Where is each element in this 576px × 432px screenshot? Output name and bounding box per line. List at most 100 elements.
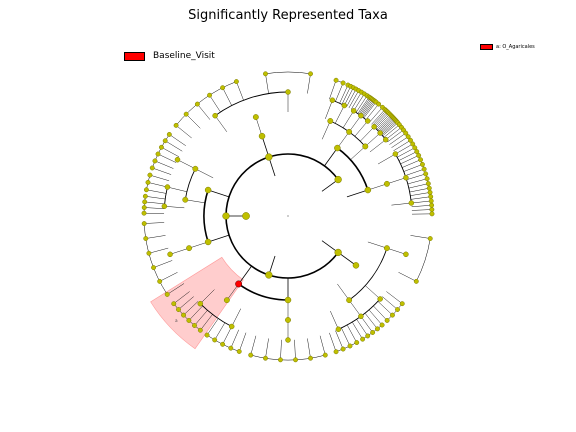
taxon-node	[377, 296, 383, 302]
taxon-node	[414, 149, 420, 155]
branch-spoke	[410, 196, 431, 200]
branch-spoke	[386, 247, 407, 255]
taxon-node	[364, 118, 371, 124]
branch-spoke	[346, 189, 369, 198]
branch-spoke	[307, 73, 311, 94]
taxon-node	[147, 172, 153, 178]
branch-spoke	[360, 99, 373, 116]
taxon-node	[429, 211, 435, 217]
taxon-node	[410, 141, 416, 147]
branch-spoke	[365, 132, 381, 147]
taxon-node	[403, 251, 409, 258]
taxon-node	[146, 250, 152, 256]
branch-spoke	[379, 119, 396, 134]
branch-spoke	[231, 308, 241, 327]
taxon-node	[364, 186, 372, 194]
taxon-node	[335, 326, 342, 333]
branch-spoke	[177, 159, 196, 169]
branch-spoke	[341, 86, 351, 105]
branch-spoke	[222, 326, 232, 345]
branch-spoke	[200, 289, 215, 304]
taxon-node	[346, 297, 353, 304]
taxon-node	[204, 238, 212, 246]
taxon-node	[308, 355, 313, 361]
branch-spoke	[360, 316, 373, 333]
taxon-node	[143, 187, 149, 193]
branch-spoke	[403, 164, 423, 172]
branch-spoke	[382, 296, 398, 310]
taxon-node	[426, 185, 432, 191]
taxon-node	[371, 124, 377, 130]
branch-spoke	[265, 338, 269, 359]
taxon-node	[403, 174, 409, 181]
branch-spoke	[383, 124, 400, 138]
taxon-node	[212, 112, 218, 119]
branch-spoke	[398, 151, 417, 161]
branch-arc	[416, 238, 431, 282]
branch-spoke	[167, 283, 185, 295]
class-legend-swatch	[124, 51, 145, 61]
branch-spoke	[335, 105, 345, 124]
taxon-node	[358, 112, 364, 119]
taxon-node	[408, 200, 415, 206]
taxon-node	[383, 245, 390, 252]
taxon-node	[340, 80, 346, 86]
branch-spoke	[329, 80, 337, 100]
taxon-node	[141, 221, 147, 226]
branch-spoke	[195, 168, 214, 179]
branch-spoke	[395, 143, 413, 155]
taxon-node	[228, 345, 234, 351]
branch-spoke	[409, 187, 430, 193]
branch-spoke	[185, 199, 206, 204]
taxon-node	[278, 357, 283, 363]
branch-spoke	[222, 87, 232, 106]
taxon-node	[212, 337, 218, 343]
taxon-node	[416, 153, 422, 158]
taxon-node	[354, 340, 360, 345]
branch-spoke	[337, 131, 350, 149]
branch-spoke	[321, 120, 331, 140]
class-legend-label: Baseline_Visit	[153, 51, 215, 61]
branch-spoke	[250, 335, 257, 356]
branch-spoke	[159, 272, 178, 282]
branch-spoke	[164, 206, 185, 209]
branch-spoke	[167, 186, 187, 192]
taxon-node	[334, 248, 342, 257]
branch-spoke	[152, 167, 172, 175]
branch-spoke	[161, 147, 180, 158]
taxon-node	[186, 318, 192, 323]
branch-spoke	[378, 117, 394, 132]
branch-arc	[214, 91, 289, 117]
taxon-node	[333, 77, 339, 83]
taxon-node	[322, 352, 328, 358]
branch-spoke	[397, 147, 415, 158]
branch-spoke	[214, 322, 226, 341]
branch-spoke	[356, 319, 368, 337]
taxon-node	[194, 101, 200, 107]
taxon-node	[162, 138, 168, 144]
branch-spoke	[348, 115, 362, 132]
branch-spoke	[307, 338, 311, 359]
branch-spoke	[344, 87, 354, 106]
branch-spoke	[337, 252, 357, 266]
branch-spoke	[365, 103, 379, 120]
branch-spoke	[407, 178, 428, 185]
branch-spoke	[175, 125, 192, 139]
taxon-node	[265, 153, 273, 161]
branch-arc	[250, 354, 326, 361]
branch-spoke	[406, 173, 426, 180]
branch-spoke	[371, 109, 386, 125]
branch-spoke	[352, 321, 363, 340]
taxon-node	[365, 333, 371, 339]
taxon-node	[236, 349, 242, 354]
taxon-node	[329, 97, 336, 103]
taxon-node	[242, 212, 250, 220]
taxon-node	[197, 300, 204, 307]
branch-arc	[336, 147, 369, 191]
taxon-node	[265, 271, 273, 279]
taxon-node	[141, 210, 147, 216]
taxon-node	[383, 180, 390, 187]
taxon-node	[155, 151, 161, 157]
